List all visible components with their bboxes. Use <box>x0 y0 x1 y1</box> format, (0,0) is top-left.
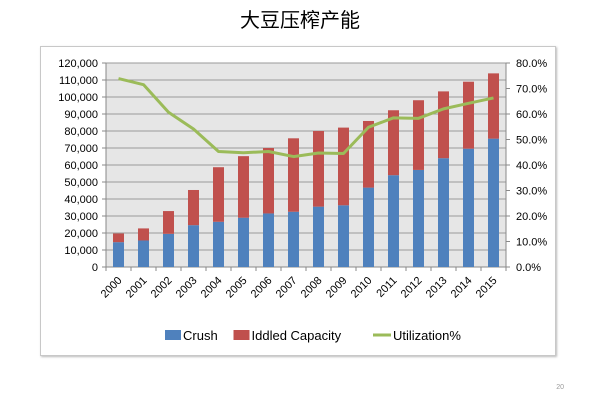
left-tick-label: 0 <box>92 262 98 274</box>
bar-iddled-capacity <box>488 73 499 139</box>
bar-iddled-capacity <box>438 91 449 159</box>
x-tick-label: 2010 <box>349 275 375 301</box>
bar-crush <box>213 221 224 267</box>
legend-label: Iddled Capacity <box>252 328 342 343</box>
legend-label: Utilization% <box>393 328 461 343</box>
bar-iddled-capacity <box>163 211 174 234</box>
left-tick-label: 20,000 <box>64 228 98 240</box>
x-tick-label: 2006 <box>249 275 275 301</box>
x-tick-label: 2012 <box>399 275 425 301</box>
bar-crush <box>163 233 174 267</box>
left-tick-label: 10,000 <box>64 245 98 257</box>
bar-crush <box>138 240 149 267</box>
legend-swatch-1 <box>233 330 250 340</box>
bar-crush <box>313 206 324 267</box>
left-tick-label: 60,000 <box>64 160 98 172</box>
x-tick-label: 2011 <box>374 275 399 300</box>
bar-iddled-capacity <box>313 131 324 207</box>
x-tick-label: 2008 <box>299 275 325 301</box>
x-tick-label: 2007 <box>274 275 300 301</box>
bar-iddled-capacity <box>288 138 299 212</box>
bar-crush <box>288 211 299 267</box>
bar-iddled-capacity <box>138 228 149 241</box>
bar-crush <box>438 158 449 267</box>
right-tick-label: 60.0% <box>516 109 547 121</box>
x-tick-label: 2000 <box>99 275 125 301</box>
left-tick-label: 120,000 <box>58 58 98 70</box>
left-tick-label: 40,000 <box>64 194 98 206</box>
x-tick-label: 2002 <box>149 275 175 301</box>
x-tick-label: 2003 <box>174 275 200 301</box>
x-tick-label: 2014 <box>449 275 475 301</box>
left-tick-label: 110,000 <box>59 75 98 87</box>
right-tick-label: 0.0% <box>516 262 541 274</box>
right-tick-label: 70.0% <box>516 84 547 96</box>
bar-iddled-capacity <box>413 100 424 170</box>
right-tick-label: 80.0% <box>516 58 547 70</box>
bar-crush <box>338 205 349 267</box>
left-tick-label: 70,000 <box>64 143 98 155</box>
bar-iddled-capacity <box>188 189 199 226</box>
left-tick-label: 100,000 <box>58 92 98 104</box>
bar-iddled-capacity <box>113 233 124 243</box>
bar-iddled-capacity <box>388 110 399 176</box>
left-tick-label: 30,000 <box>64 211 98 223</box>
chart-title: 大豆压榨产能 <box>240 8 360 32</box>
legend-label: Crush <box>183 328 218 343</box>
bar-iddled-capacity <box>463 81 474 149</box>
bar-crush <box>463 148 474 267</box>
left-tick-label: 50,000 <box>64 177 98 189</box>
line-utilization <box>118 77 494 159</box>
bar-iddled-capacity <box>338 127 349 206</box>
bar-crush <box>488 138 499 267</box>
right-tick-label: 10.0% <box>516 237 547 249</box>
bar-crush <box>188 225 199 267</box>
x-tick-label: 2009 <box>324 275 350 301</box>
x-tick-label: 2005 <box>224 275 250 301</box>
x-tick-label: 2001 <box>124 275 150 301</box>
bar-crush <box>413 169 424 267</box>
bar-iddled-capacity <box>263 148 274 214</box>
bar-crush <box>263 213 274 267</box>
bar-crush <box>363 187 374 267</box>
right-tick-label: 50.0% <box>516 135 547 147</box>
bar-iddled-capacity <box>363 120 374 188</box>
right-tick-label: 20.0% <box>516 211 547 223</box>
right-tick-label: 30.0% <box>516 186 547 198</box>
x-tick-label: 2004 <box>199 275 225 301</box>
left-tick-label: 80,000 <box>64 126 98 138</box>
bar-iddled-capacity <box>238 156 249 218</box>
legend-swatch-0 <box>165 330 181 340</box>
left-tick-label: 90,000 <box>64 109 98 121</box>
x-tick-label: 2013 <box>424 275 450 301</box>
bar-crush <box>388 175 399 267</box>
right-tick-label: 40.0% <box>516 160 547 172</box>
x-tick-label: 2015 <box>474 275 500 301</box>
bar-crush <box>113 242 124 267</box>
chart-frame <box>40 46 556 356</box>
bar-crush <box>238 217 249 267</box>
page-number: 20 <box>556 384 564 391</box>
bar-iddled-capacity <box>213 167 224 222</box>
